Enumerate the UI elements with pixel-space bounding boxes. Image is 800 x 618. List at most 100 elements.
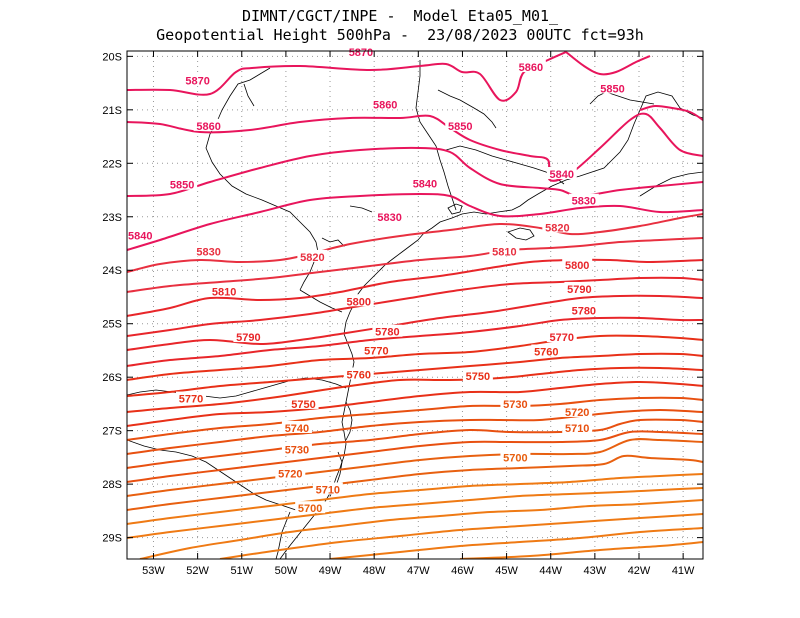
plot-frame (126, 50, 704, 560)
contour-label: 5850 (600, 83, 624, 95)
contour-lines (127, 51, 703, 559)
contour-label-bg (564, 281, 595, 294)
contour-label-bg (361, 343, 392, 356)
contour-label-bg (343, 294, 374, 307)
contour-label: 5860 (373, 99, 397, 111)
height-contour (127, 408, 703, 455)
contour-label: 5830 (572, 196, 596, 208)
state-border (127, 377, 347, 399)
height-contour (127, 192, 703, 251)
contour-label-bg (233, 330, 264, 343)
contour-label-bg (295, 501, 326, 514)
contour-label-bg (275, 466, 306, 479)
contour-label-bg (597, 81, 628, 94)
height-contour (139, 499, 703, 559)
lon-tick-label: 44W (539, 565, 562, 577)
contour-label: 5790 (236, 332, 260, 344)
contour-label-bg (531, 344, 562, 357)
contour-label: 5750 (291, 399, 315, 411)
contour-label-bg (562, 404, 593, 417)
contour-label-bg (182, 73, 213, 86)
contour-label-bg (562, 257, 593, 270)
state-border (639, 171, 703, 197)
contour-label: 5860 (196, 121, 220, 133)
contour-label-bg (297, 249, 328, 262)
contour-label-bg (462, 369, 493, 382)
contour-label: 5770 (364, 345, 388, 357)
contour-label-bg (445, 118, 476, 131)
height-contour (127, 316, 703, 367)
contour-label: 5840 (550, 169, 574, 181)
contour-label: 5700 (298, 503, 322, 515)
lat-tick-label: 20S (102, 51, 122, 63)
contour-label: 5760 (534, 347, 558, 359)
height-contour (127, 430, 703, 483)
height-contour (127, 380, 703, 427)
chart-title-line2: Geopotential Height 500hPa - 23/08/2023 … (156, 26, 644, 44)
contour-label-bg (288, 396, 319, 409)
lon-tick-label: 42W (628, 565, 651, 577)
contour-label-bg (312, 482, 343, 495)
lon-tick-label: 52W (186, 565, 209, 577)
height-contour (127, 213, 703, 273)
contour-label: 5730 (503, 399, 527, 411)
chart-title-line1: DIMNT/CGCT/INPE - Model Eta05_M01_ (241, 7, 559, 25)
lon-tick-label: 53W (142, 565, 165, 577)
lat-tick-label: 27S (102, 426, 122, 438)
contour-label: 5810 (212, 287, 236, 299)
bay-detail (507, 227, 535, 241)
contour-label-bg (562, 420, 593, 433)
contour-label-bg (209, 284, 240, 297)
lat-tick-label: 28S (102, 479, 122, 491)
lat-tick-label: 22S (102, 158, 122, 170)
height-contour (127, 334, 703, 381)
state-border (415, 60, 457, 211)
contour-label-bg (374, 209, 405, 222)
lagoon (345, 401, 353, 441)
height-contour (127, 487, 703, 539)
river (437, 89, 497, 129)
contour-label: 5700 (503, 452, 527, 464)
height-contour (459, 541, 703, 559)
lat-tick-label: 26S (102, 372, 122, 384)
contour-label-bg (372, 324, 403, 337)
height-contour (127, 258, 703, 317)
contour-label: 5850 (448, 121, 472, 133)
contour-label-bg (176, 391, 206, 404)
height-contour (127, 237, 703, 293)
contour-label-bg (542, 220, 573, 233)
contour-label-bg (500, 396, 531, 409)
contour-label-bg (546, 330, 577, 343)
lon-tick-label: 50W (275, 565, 298, 577)
contour-label: 5840 (413, 179, 437, 191)
contour-label: 5750 (466, 371, 490, 383)
lon-tick-label: 51W (230, 565, 253, 577)
lon-tick-label: 46W (451, 565, 474, 577)
lon-tick-label: 49W (319, 565, 342, 577)
state-border (589, 91, 655, 105)
coastline (279, 91, 703, 559)
lat-tick-label: 25S (102, 319, 122, 331)
lon-tick-label: 47W (407, 565, 430, 577)
contour-label-bg (568, 303, 599, 316)
lon-tick-label: 45W (495, 565, 518, 577)
height-contour (127, 276, 703, 337)
contour-label-bg (409, 176, 440, 189)
contour-label: 5820 (545, 222, 569, 234)
height-contour (127, 418, 703, 469)
contour-label: 5770 (550, 332, 574, 344)
height-contour (565, 51, 651, 76)
state-border (275, 511, 291, 559)
contour-label: 5870 (349, 47, 373, 59)
contour-label-bg (193, 244, 224, 257)
height-contour (127, 473, 703, 525)
contour-label: 5840 (128, 230, 152, 242)
contour-label: 5710 (316, 484, 340, 496)
lon-tick-label: 48W (363, 565, 386, 577)
height-contour (127, 51, 567, 102)
contour-label-bg (500, 450, 531, 463)
lon-tick-label: 41W (672, 565, 695, 577)
contour-labels: 5870 5870 5860 5860 5860 5850 5850 5850 5840 5840… (125, 45, 628, 515)
contour-label: 5780 (375, 327, 399, 339)
